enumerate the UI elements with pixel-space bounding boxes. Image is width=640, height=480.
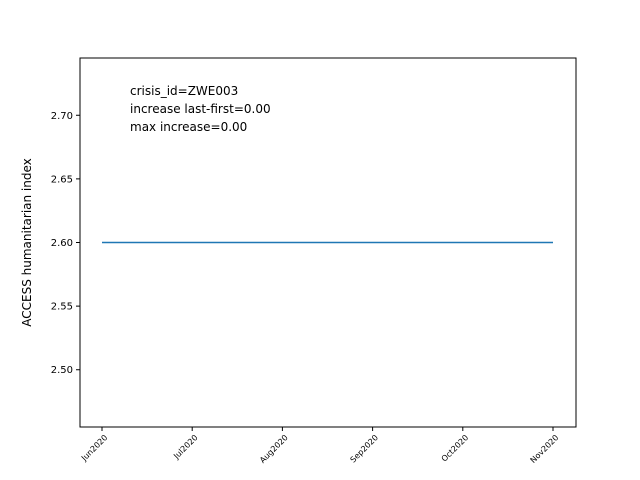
y-axis-label: ACCESS humanitarian index <box>20 158 34 327</box>
x-tick-label: Aug2020 <box>258 433 290 465</box>
annotation-increase-last-first: increase last-first=0.00 <box>130 102 271 116</box>
x-tick-label: Jul2020 <box>171 433 199 461</box>
y-tick-label: 2.70 <box>51 111 73 122</box>
x-axis-ticks: Jun2020 Jul2020 Aug2020 Sep2020 Oct2020 Nov20… <box>79 427 560 465</box>
y-tick-label: 2.65 <box>51 174 73 185</box>
y-tick-label: 2.50 <box>51 365 73 376</box>
x-tick-label: Nov2020 <box>529 433 561 465</box>
x-tick-label: Sep2020 <box>349 433 380 464</box>
annotation-crisis-id: crisis_id=ZWE003 <box>130 84 238 98</box>
x-tick-label: Jun2020 <box>79 433 109 463</box>
x-tick-label: Oct2020 <box>440 433 471 464</box>
y-axis-ticks: 2.50 2.55 2.60 2.65 2.70 <box>51 111 80 376</box>
y-tick-label: 2.55 <box>51 302 73 313</box>
y-tick-label: 2.60 <box>51 238 73 249</box>
annotation-max-increase: max increase=0.00 <box>130 120 247 134</box>
